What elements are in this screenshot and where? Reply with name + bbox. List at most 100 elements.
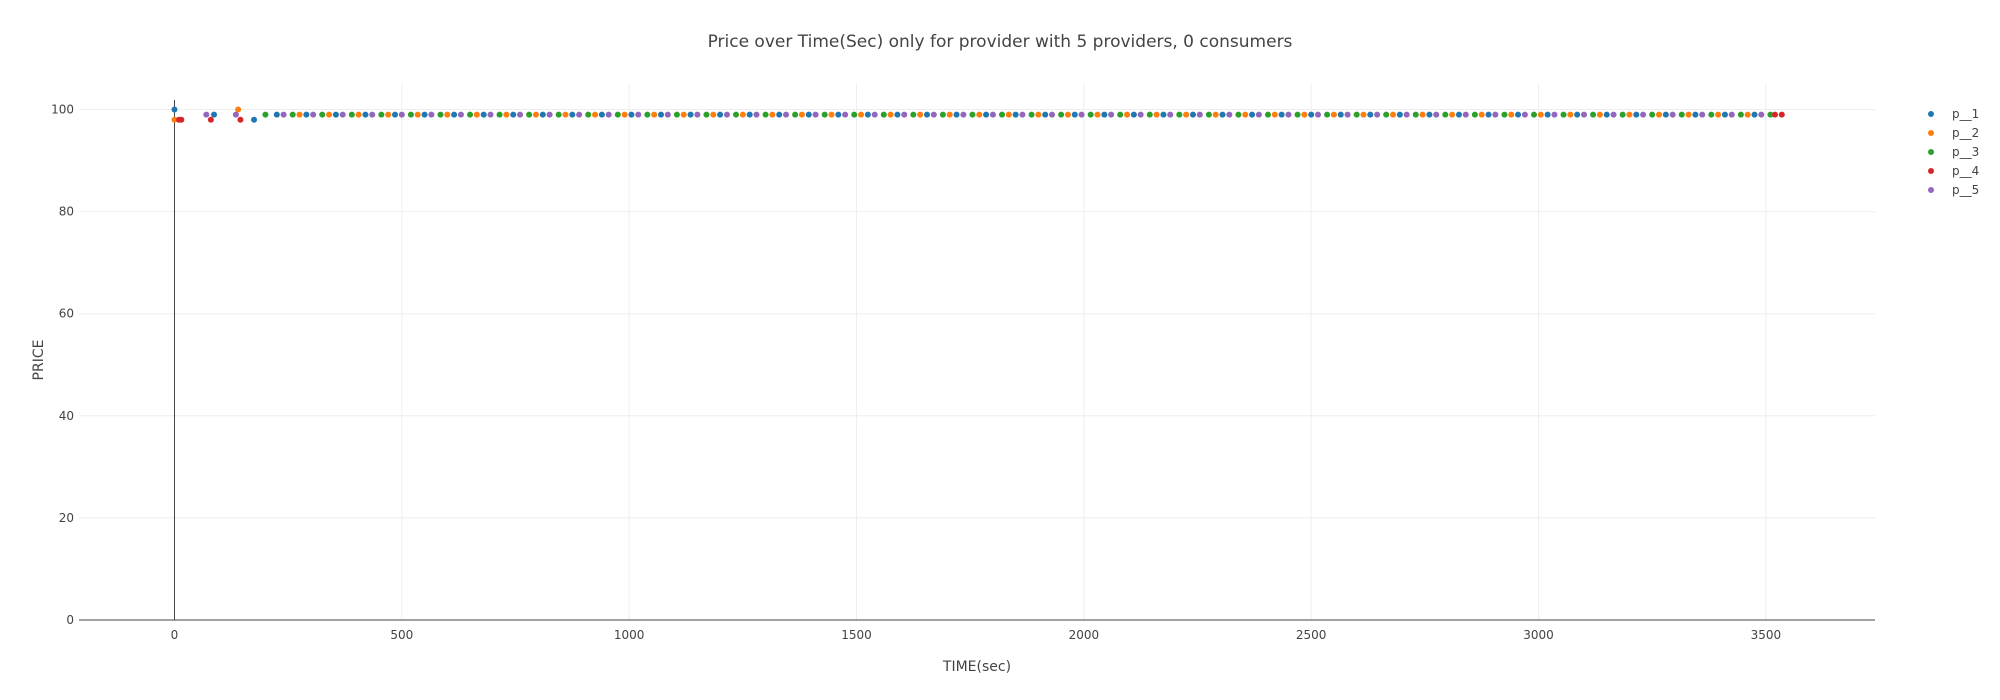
data-point (392, 111, 399, 118)
data-point (628, 111, 635, 118)
data-point (1308, 111, 1315, 118)
data-point (776, 111, 783, 118)
data-point (880, 111, 887, 118)
legend-item[interactable]: p__1 (1920, 104, 1979, 123)
x-tick-label: 2500 (1296, 628, 1327, 642)
data-point (1108, 111, 1115, 118)
data-point (517, 111, 524, 118)
data-point (355, 111, 362, 118)
data-point (1492, 111, 1499, 118)
data-point (887, 111, 894, 118)
data-point (1478, 111, 1485, 118)
data-point (1235, 111, 1242, 118)
data-point (1767, 111, 1774, 118)
data-point (1737, 111, 1744, 118)
x-tick-label: 3500 (1751, 628, 1782, 642)
data-point (1537, 111, 1544, 118)
data-point (1412, 111, 1419, 118)
data-point (211, 111, 218, 118)
data-point (1035, 111, 1042, 118)
data-point (930, 111, 937, 118)
data-point (703, 111, 710, 118)
data-point (1374, 111, 1381, 118)
data-point (585, 111, 592, 118)
data-point (487, 111, 494, 118)
data-point (1699, 111, 1706, 118)
y-axis-title: PRICE (31, 340, 47, 381)
data-point (1271, 111, 1278, 118)
data-point (1771, 111, 1778, 118)
data-point (1205, 111, 1212, 118)
data-point (644, 111, 651, 118)
data-point (739, 111, 746, 118)
data-point (326, 111, 333, 118)
data-point (457, 111, 464, 118)
data-point (369, 111, 376, 118)
data-point (812, 111, 819, 118)
chart-title: Price over Time(Sec) only for provider w… (707, 32, 1293, 52)
data-point (1596, 111, 1603, 118)
data-point (1249, 111, 1256, 118)
legend-item[interactable]: p__5 (1920, 180, 1979, 199)
data-point (1619, 111, 1626, 118)
data-point (694, 111, 701, 118)
data-point (562, 111, 569, 118)
legend-item[interactable]: p__4 (1920, 161, 1979, 180)
data-point (421, 111, 428, 118)
data-point (1692, 111, 1699, 118)
data-point (1485, 111, 1492, 118)
data-point (842, 111, 849, 118)
data-point (398, 111, 405, 118)
data-point (1383, 111, 1390, 118)
legend-label: p__1 (1952, 106, 1980, 121)
data-point (614, 111, 621, 118)
data-point (503, 111, 510, 118)
legend-label: p__5 (1952, 182, 1980, 197)
data-point (1751, 111, 1758, 118)
legend-marker-icon (1928, 167, 1934, 174)
data-point (289, 111, 296, 118)
data-point (605, 111, 612, 118)
data-point (673, 111, 680, 118)
data-point (1087, 111, 1094, 118)
data-point (798, 111, 805, 118)
data-point (657, 111, 664, 118)
data-point (235, 106, 242, 113)
data-point (1590, 111, 1597, 118)
data-point (1462, 111, 1469, 118)
data-point (1285, 111, 1292, 118)
legend-item[interactable]: p__2 (1920, 123, 1979, 142)
y-tick-label: 20 (59, 511, 74, 525)
data-point (467, 111, 474, 118)
data-point (1344, 111, 1351, 118)
data-point (783, 111, 790, 118)
data-point (1176, 111, 1183, 118)
data-point (1324, 111, 1331, 118)
data-point (687, 111, 694, 118)
data-point (717, 111, 724, 118)
data-point (999, 111, 1006, 118)
legend[interactable]: p__1 p__2 p__3 p__4 p__5 (1920, 104, 1979, 199)
y-tick-label: 80 (59, 205, 74, 219)
data-point (296, 111, 303, 118)
data-point (983, 111, 990, 118)
data-points (171, 106, 1785, 123)
data-point (1640, 111, 1647, 118)
data-point (894, 111, 901, 118)
data-point (480, 111, 487, 118)
data-point (1521, 111, 1528, 118)
data-point (821, 111, 828, 118)
legend-item[interactable]: p__3 (1920, 142, 1979, 161)
data-point (1005, 111, 1012, 118)
data-point (539, 111, 546, 118)
data-point (310, 111, 317, 118)
data-point (664, 111, 671, 118)
data-point (1685, 111, 1692, 118)
data-point (871, 111, 878, 118)
data-point (910, 111, 917, 118)
data-point (280, 111, 287, 118)
data-point (1433, 111, 1440, 118)
data-point (1471, 111, 1478, 118)
grid-lines (79, 84, 1875, 620)
data-point (1721, 111, 1728, 118)
